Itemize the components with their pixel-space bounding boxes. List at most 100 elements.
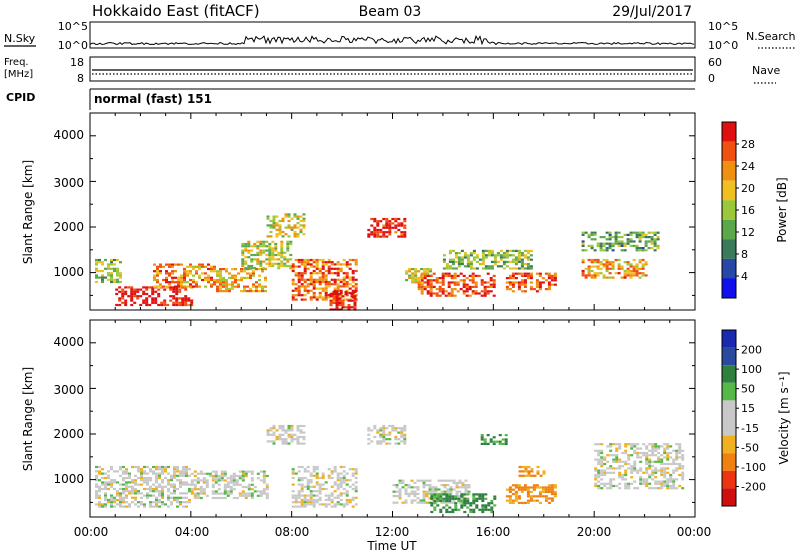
power-cell [532,288,536,291]
velocity-cell [627,443,631,446]
power-cell [172,301,176,304]
velocity-cell [134,492,137,495]
velocity-cell [104,481,107,484]
velocity-cell [431,488,435,491]
power-cell [116,272,119,275]
power-cell [514,281,518,284]
power-cell [201,278,204,282]
velocity-cell [104,485,107,488]
power-cell [635,244,639,247]
velocity-cell [235,479,239,482]
velocity-cell [327,498,331,502]
velocity-cell [541,486,545,489]
velocity-cell [398,490,402,493]
velocity-cell [146,476,149,480]
power-cell [505,277,509,280]
velocity-cell [287,435,291,439]
velocity-cell [672,449,676,452]
power-cell [130,295,134,298]
velocity-cell [651,445,655,448]
power-cell [617,258,621,262]
power-cell [447,294,451,297]
velocity-cell [262,492,266,495]
power-cell [259,253,263,257]
velocity-cell [179,503,182,506]
power-cell [186,265,189,268]
power-cell [264,268,267,271]
power-cell [284,213,288,216]
velocity-cell [651,465,655,468]
power-cell [620,244,624,247]
velocity-cell [504,440,508,443]
power-cell [514,272,518,275]
power-cell [303,267,307,270]
velocity-cell [312,474,316,477]
velocity-cell [524,474,528,477]
power-cell [291,283,295,286]
power-cell [353,299,357,302]
power-cell [423,272,427,275]
velocity-cell [318,503,322,506]
power-cell [400,233,404,236]
power-cell [596,258,600,262]
velocity-cell [609,445,613,448]
power-cell [480,281,484,284]
velocity-cell [176,496,179,499]
velocity-cell [651,454,655,457]
power-cell [596,265,600,268]
velocity-cell [394,427,398,430]
power-cell [338,297,342,300]
velocity-cell [376,429,380,432]
power-cell [303,294,307,297]
velocity-cell [603,462,607,466]
power-cell [159,272,162,275]
power-cell [420,272,424,275]
velocity-cell [98,496,101,499]
velocity-cell [433,506,437,509]
power-cell [448,267,452,270]
velocity-cell [403,427,407,430]
noise-strip: N.Sky 10^5 10^0 10^5 10^0 N.Search [4,20,796,52]
power-cell [124,299,128,302]
power-cell [280,256,284,259]
velocity-cell [185,492,188,495]
power-cell [101,280,104,284]
power-cell [614,242,618,245]
power-colorbar-block [722,180,736,201]
power-cell [280,242,284,246]
velocity-cell [504,434,508,437]
power-cell [587,258,591,262]
power-cell [581,272,585,275]
velocity-cell [681,456,685,459]
power-cell [145,288,149,291]
power-cell [222,285,225,288]
power-cell [274,262,278,265]
power-cell [587,267,591,270]
power-cell [165,285,168,288]
power-cell [535,285,539,288]
velocity-cell [152,501,155,504]
velocity-cell [339,492,343,495]
velocity-cell [250,479,254,482]
velocity-cell [654,476,658,479]
velocity-cell [294,498,298,502]
velocity-cell [107,470,110,473]
velocity-cell [529,499,533,502]
nsearch-label: N.Search [746,30,796,43]
power-cell [593,249,597,252]
velocity-cell [675,454,679,457]
power-cell [330,278,334,281]
velocity-cell [143,505,146,508]
power-cell [629,274,633,277]
power-cell [608,267,612,270]
power-cell [376,235,380,238]
velocity-cell [294,501,298,504]
velocity-cell [600,465,604,468]
power-cell [190,299,194,302]
velocity-cell [315,494,319,497]
power-cell [180,281,183,284]
freq-tick-bottom: 8 [77,72,84,85]
velocity-cell [633,467,637,470]
velocity-cell [615,454,619,457]
velocity-cell [403,429,407,432]
